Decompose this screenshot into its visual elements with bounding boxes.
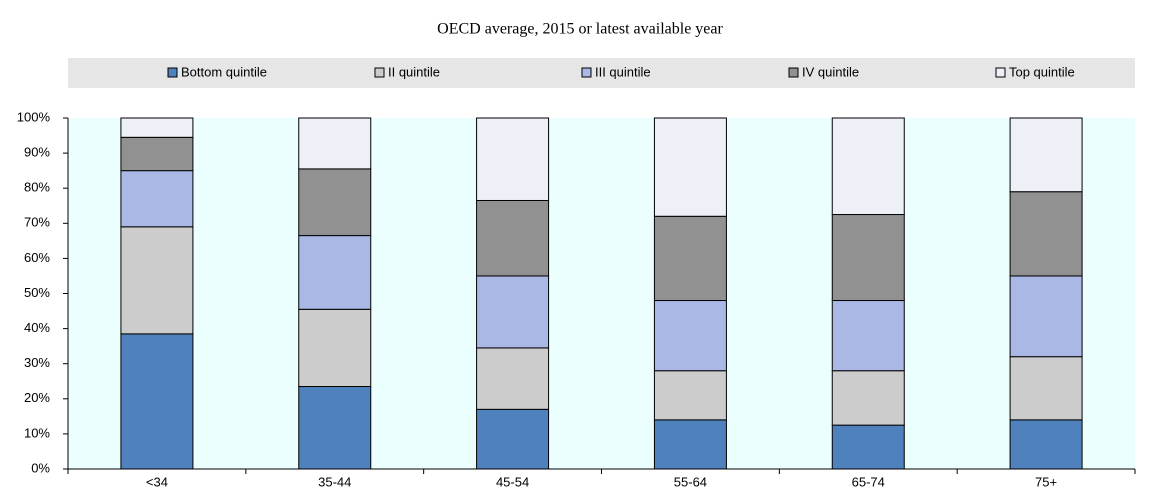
y-tick-label: 60% — [24, 250, 50, 265]
bar-segment — [831, 300, 905, 372]
x-tick-label: <34 — [146, 474, 168, 489]
y-tick-label: 0% — [31, 460, 50, 475]
y-tick-label: 90% — [24, 145, 50, 160]
bar-segment — [1009, 117, 1083, 193]
bar-segment — [298, 386, 372, 470]
bar-segment — [298, 168, 372, 237]
y-tick-label: 50% — [24, 285, 50, 300]
bar-segment — [120, 170, 194, 228]
bar-segment — [120, 226, 194, 335]
bar-segment — [653, 300, 727, 372]
legend-background — [68, 58, 1135, 88]
bar-segment — [476, 117, 550, 201]
bar-segment — [653, 370, 727, 421]
legend-swatch — [374, 67, 385, 78]
bar-segment — [831, 214, 905, 302]
bar-segment — [653, 419, 727, 470]
y-tick-label: 100% — [17, 109, 51, 124]
x-tick-label: 35-44 — [318, 474, 351, 489]
bar-segment — [831, 424, 905, 470]
legend-swatch — [788, 67, 799, 78]
bar-segment — [120, 136, 194, 172]
y-tick-label: 30% — [24, 355, 50, 370]
bar-segment — [1009, 419, 1083, 470]
bar-segment — [476, 199, 550, 277]
bar-segment — [298, 235, 372, 310]
bar-segment — [653, 117, 727, 217]
chart-title: OECD average, 2015 or latest available y… — [437, 21, 723, 38]
x-tick-label: 45-54 — [496, 474, 529, 489]
legend-label: IV quintile — [802, 64, 859, 79]
bar-segment — [1009, 275, 1083, 358]
bar-segment — [120, 117, 194, 138]
bar-segment — [476, 275, 550, 349]
plot-background — [68, 118, 1135, 469]
legend-label: III quintile — [595, 64, 651, 79]
legend-label: Top quintile — [1009, 64, 1075, 79]
bar-segment — [298, 308, 372, 388]
bar-segment — [120, 333, 194, 470]
y-tick-label: 20% — [24, 390, 50, 405]
legend-swatch — [995, 67, 1006, 78]
bar-segment — [1009, 191, 1083, 277]
x-tick-label: 75+ — [1035, 474, 1057, 489]
legend-swatch — [167, 67, 178, 78]
bar-segment — [831, 117, 905, 216]
bar-segment — [653, 215, 727, 302]
legend-label: II quintile — [388, 64, 440, 79]
y-tick-label: 70% — [24, 215, 50, 230]
legend-swatch — [581, 67, 592, 78]
bar-segment — [1009, 356, 1083, 421]
y-tick-label: 40% — [24, 320, 50, 335]
x-tick-label: 55-64 — [674, 474, 707, 489]
x-tick-label: 65-74 — [852, 474, 885, 489]
y-tick-label: 80% — [24, 180, 50, 195]
bar-segment — [476, 347, 550, 410]
bar-segment — [298, 117, 372, 170]
legend-label: Bottom quintile — [181, 64, 267, 79]
bar-segment — [476, 408, 550, 470]
y-tick-label: 10% — [24, 425, 50, 440]
bar-segment — [831, 370, 905, 426]
